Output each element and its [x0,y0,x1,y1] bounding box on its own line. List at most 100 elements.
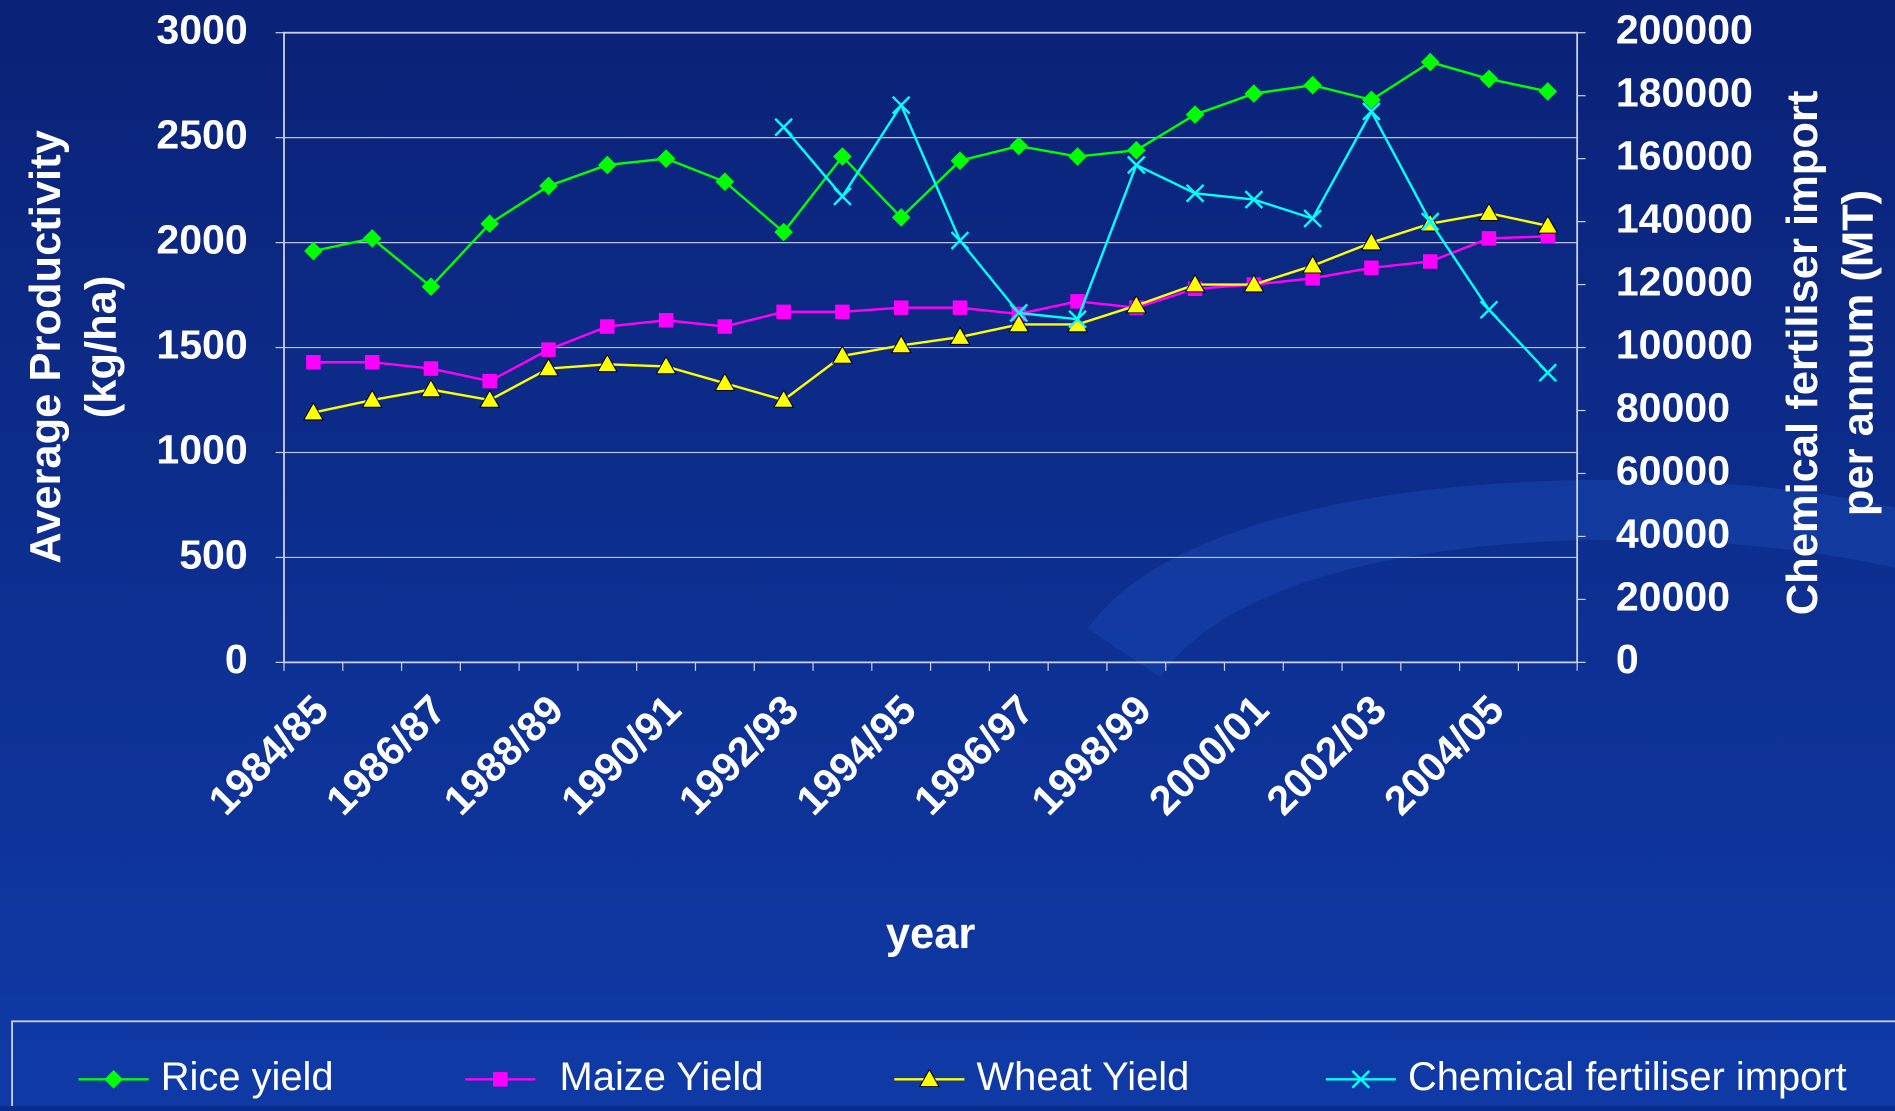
legend-label: Maize Yield [560,1055,764,1099]
marker [891,95,911,115]
series-line [313,60,1549,289]
y-tick-label: 2000 [156,216,247,262]
marker [1364,260,1379,276]
marker [306,354,321,370]
marker [304,241,323,261]
x-axis-title: year [886,910,976,958]
y-tick-label: 3000 [156,7,247,53]
marker [835,304,850,320]
decor [1087,479,1895,677]
marker [1538,363,1558,383]
y2-tick-label: 160000 [1616,133,1753,179]
y-tick-label: 2500 [156,112,247,158]
marker [479,389,501,408]
marker [362,229,382,248]
marker [1185,183,1205,203]
marker [890,334,912,354]
legend-label: Chemical fertiliser import [1408,1055,1847,1099]
marker [480,214,500,234]
y2-axis-title: per annum (MT) [1835,190,1883,516]
marker [1244,84,1264,103]
marks [284,52,1578,559]
marker [952,300,968,315]
marker [658,313,674,328]
marker [1478,202,1500,221]
marker [831,345,853,364]
marker [715,172,735,192]
marker [714,372,736,391]
y2-tick-label: 180000 [1616,70,1753,116]
marker [364,354,380,370]
y-axis-title: (kg/ha) [77,276,125,419]
marker [423,361,439,376]
y-tick-label: 0 [225,636,248,682]
y2-tick-label: 80000 [1616,384,1730,430]
y-tick-label: 1500 [156,321,247,367]
y-tick-label: 1000 [156,426,247,472]
marker [891,208,911,227]
marker [1538,82,1558,101]
marker [1243,273,1265,293]
marker [774,117,793,137]
y2-tick-label: 0 [1616,636,1639,682]
marker [421,277,441,296]
marker [1302,255,1324,274]
marker [1009,303,1029,323]
marker [1126,155,1146,175]
marker [1422,254,1438,269]
marker [1360,231,1382,251]
y2-tick-label: 100000 [1616,321,1753,367]
marker [1008,313,1030,333]
marker [1303,75,1322,95]
y2-tick-label: 60000 [1616,447,1730,493]
marker [1420,212,1440,231]
marker [1009,136,1029,156]
marker [1303,209,1322,228]
marker [950,231,970,250]
marker [950,151,970,171]
y2-tick-label: 40000 [1616,510,1730,556]
marker [538,357,560,377]
marker [1070,294,1085,309]
y-axis-title: Average Productivity [22,130,70,564]
marker [717,319,733,334]
y2-tick-label: 120000 [1616,258,1753,304]
marker [776,304,791,320]
marker [833,187,852,206]
marker [361,389,383,408]
marker [1126,140,1146,160]
y2-tick-label: 20000 [1616,573,1730,619]
y-tick-label: 500 [179,531,248,577]
marker [893,300,909,315]
marker [1068,147,1087,166]
y2-tick-label: 200000 [1616,7,1753,53]
series-line [313,211,1549,414]
marker [918,1068,940,1088]
marker [1068,309,1087,329]
marker [482,373,497,389]
marker [597,155,617,175]
marker [420,378,442,398]
marker [1125,294,1147,314]
legend [11,1020,1895,1111]
marker [1479,300,1499,320]
series-line [313,235,1548,383]
marker [1420,52,1440,72]
marker [1362,90,1381,110]
marker [1537,215,1559,234]
y2-tick-label: 140000 [1616,195,1753,241]
marker [596,353,618,373]
marker [833,147,852,166]
marker [1362,102,1381,121]
marker [1185,105,1205,124]
marker [1184,273,1206,293]
marker [493,1072,508,1087]
marker [774,222,793,242]
marker [1351,1070,1371,1089]
marker [773,389,795,408]
marker [655,355,677,375]
marker [541,342,556,357]
marker [539,176,558,196]
